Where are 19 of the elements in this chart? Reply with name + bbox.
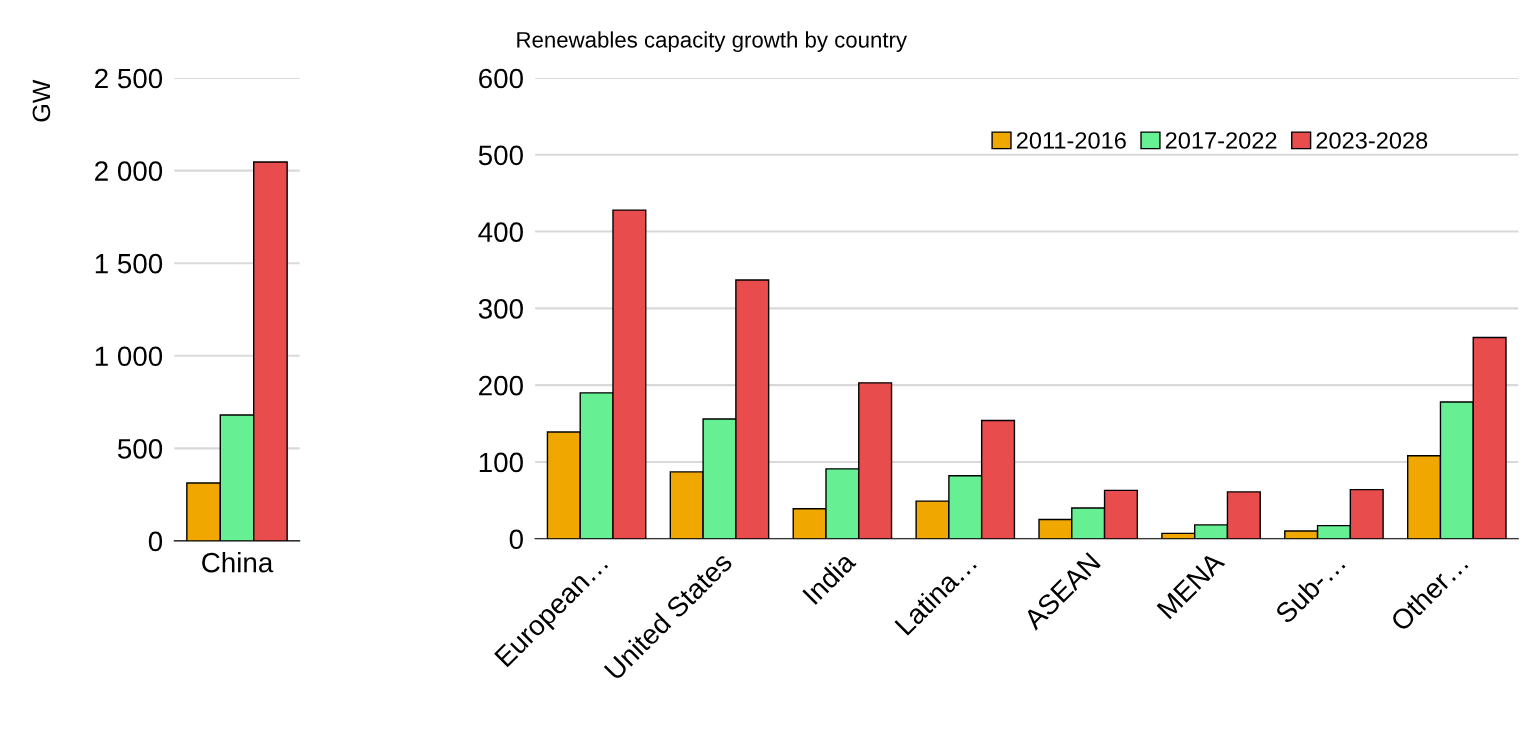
- y-axis-title: GW: [32, 79, 51, 122]
- y-tick-label: 100: [479, 452, 523, 473]
- y-tick-label: 2 500: [95, 68, 163, 89]
- x-tick-label: China: [202, 552, 274, 573]
- legend-label: 2017-2022: [1165, 132, 1277, 149]
- y-tick-label: 200: [479, 375, 523, 396]
- y-tick-label: 500: [117, 439, 163, 459]
- y-tick-label: 300: [478, 299, 523, 319]
- legend-label: 2023-2028: [1316, 132, 1428, 149]
- chart-title: Renewables capacity growth by country: [517, 31, 907, 53]
- y-tick-label: 400: [478, 222, 523, 242]
- y-tick-label: 2 000: [95, 161, 163, 181]
- y-tick-label: 600: [479, 68, 523, 89]
- y-tick-label: 0: [509, 529, 523, 550]
- legend-label: 2011-2016: [1016, 132, 1126, 149]
- y-tick-label: 1 000: [95, 346, 163, 367]
- y-tick-label: 0: [148, 531, 163, 552]
- y-tick-label: 1 500: [95, 253, 163, 274]
- y-tick-label: 500: [478, 145, 523, 166]
